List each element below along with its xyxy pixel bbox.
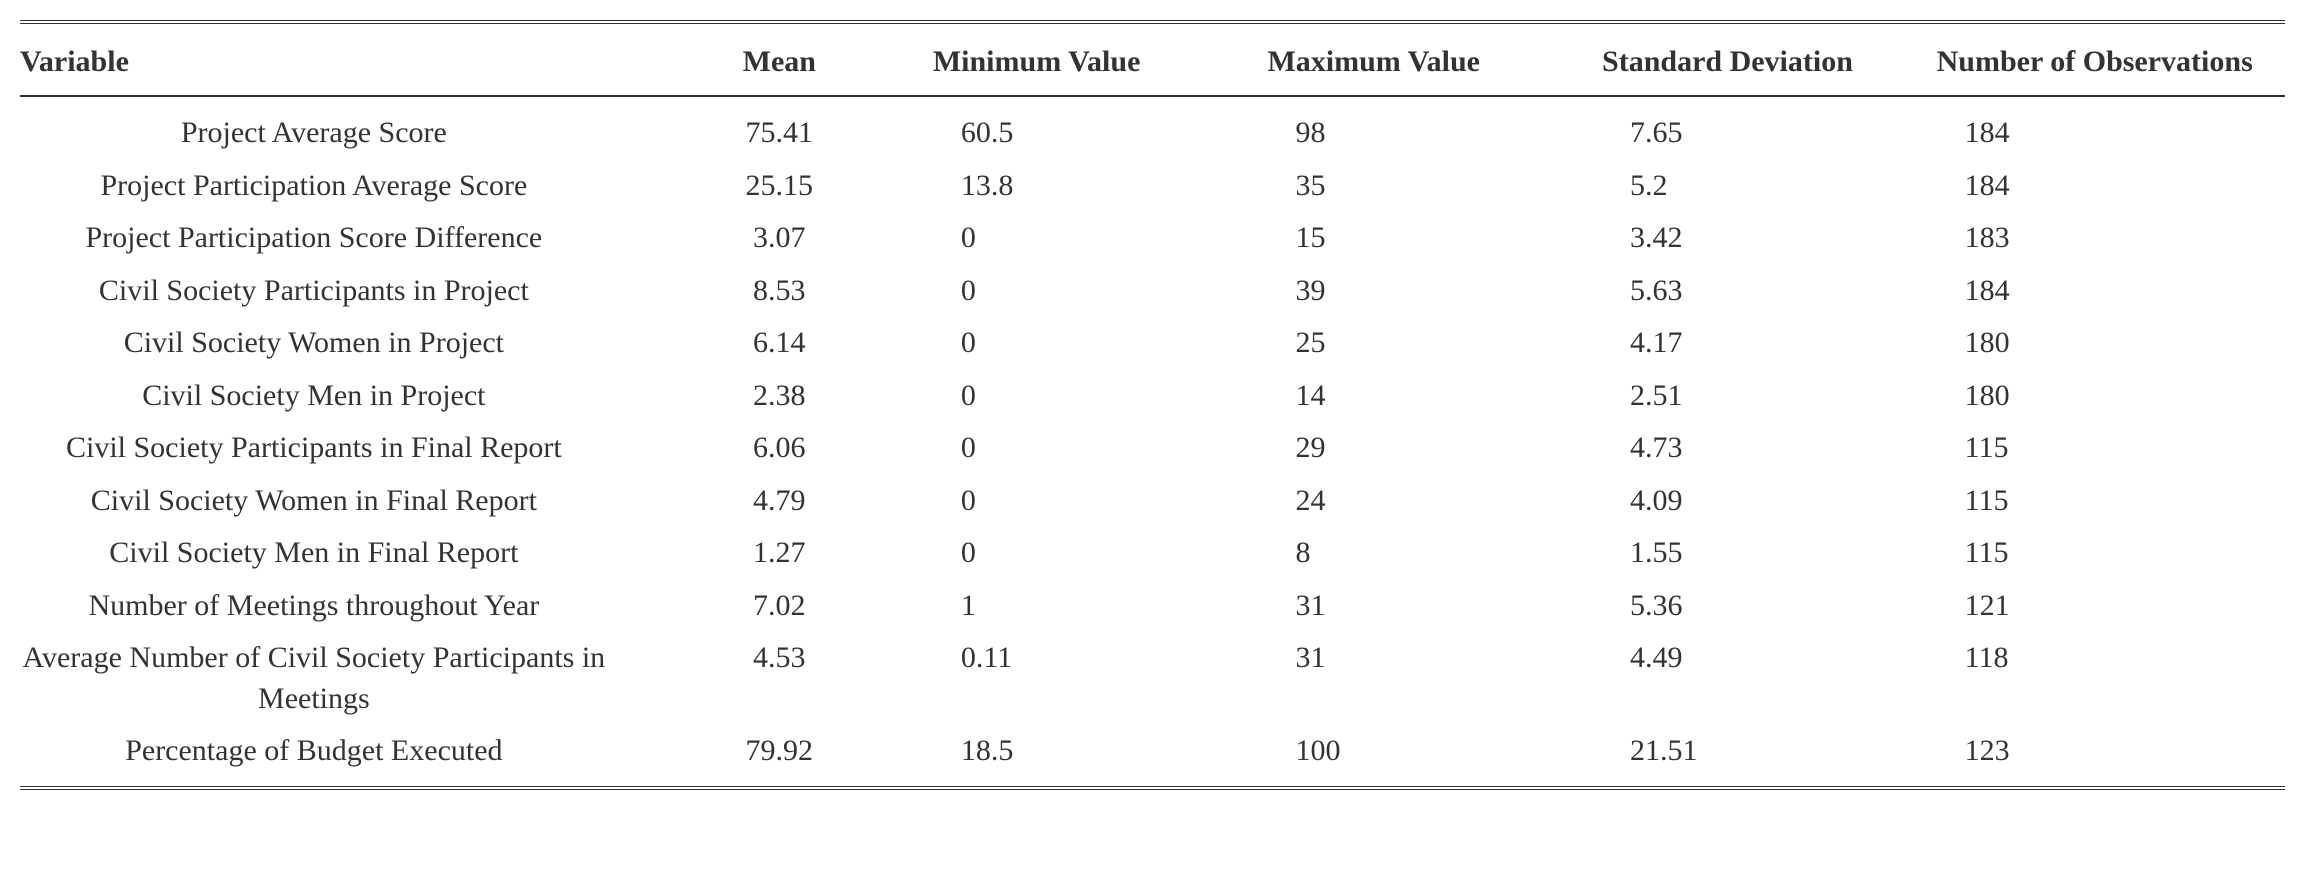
cell-std: 5.2: [1590, 160, 1925, 213]
cell-max: 35: [1255, 160, 1590, 213]
cell-min: 60.5: [921, 96, 1256, 160]
cell-max: 39: [1255, 265, 1590, 318]
cell-mean: 3.07: [638, 212, 921, 265]
cell-max: 29: [1255, 422, 1590, 475]
cell-max: 31: [1255, 580, 1590, 633]
cell-max: 100: [1255, 725, 1590, 788]
cell-obs: 183: [1925, 212, 2285, 265]
cell-std: 4.49: [1590, 632, 1925, 725]
table-row: Civil Society Men in Project 2.38 0 14 2…: [20, 370, 2285, 423]
column-header-std: Standard Deviation: [1590, 22, 1925, 96]
column-header-min: Minimum Value: [921, 22, 1256, 96]
cell-std: 21.51: [1590, 725, 1925, 788]
cell-min: 1: [921, 580, 1256, 633]
cell-variable: Project Participation Average Score: [20, 160, 638, 213]
cell-variable: Civil Society Men in Project: [20, 370, 638, 423]
table-row: Civil Society Participants in Project 8.…: [20, 265, 2285, 318]
cell-min: 0: [921, 370, 1256, 423]
cell-min: 0: [921, 422, 1256, 475]
cell-obs: 118: [1925, 632, 2285, 725]
column-header-obs: Number of Observations: [1925, 22, 2285, 96]
cell-min: 0: [921, 212, 1256, 265]
cell-min: 18.5: [921, 725, 1256, 788]
cell-variable: Number of Meetings throughout Year: [20, 580, 638, 633]
cell-max: 14: [1255, 370, 1590, 423]
table-row: Project Average Score 75.41 60.5 98 7.65…: [20, 96, 2285, 160]
cell-variable: Civil Society Women in Project: [20, 317, 638, 370]
table-row: Civil Society Women in Project 6.14 0 25…: [20, 317, 2285, 370]
table-body: Project Average Score 75.41 60.5 98 7.65…: [20, 96, 2285, 788]
cell-mean: 7.02: [638, 580, 921, 633]
cell-min: 0: [921, 265, 1256, 318]
table-header: Variable Mean Minimum Value Maximum Valu…: [20, 22, 2285, 96]
cell-variable: Civil Society Participants in Final Repo…: [20, 422, 638, 475]
cell-std: 5.63: [1590, 265, 1925, 318]
cell-variable: Project Participation Score Difference: [20, 212, 638, 265]
cell-std: 5.36: [1590, 580, 1925, 633]
cell-mean: 2.38: [638, 370, 921, 423]
table-row: Project Participation Average Score 25.1…: [20, 160, 2285, 213]
cell-variable: Project Average Score: [20, 96, 638, 160]
cell-obs: 180: [1925, 317, 2285, 370]
cell-obs: 184: [1925, 96, 2285, 160]
cell-max: 31: [1255, 632, 1590, 725]
cell-min: 0.11: [921, 632, 1256, 725]
statistics-table-container: Variable Mean Minimum Value Maximum Valu…: [20, 20, 2285, 790]
cell-max: 25: [1255, 317, 1590, 370]
cell-min: 0: [921, 475, 1256, 528]
table-row: Civil Society Women in Final Report 4.79…: [20, 475, 2285, 528]
cell-mean: 4.79: [638, 475, 921, 528]
cell-variable: Civil Society Participants in Project: [20, 265, 638, 318]
column-header-variable: Variable: [20, 22, 638, 96]
table-row: Percentage of Budget Executed 79.92 18.5…: [20, 725, 2285, 788]
cell-obs: 123: [1925, 725, 2285, 788]
cell-obs: 115: [1925, 422, 2285, 475]
cell-obs: 184: [1925, 265, 2285, 318]
cell-variable: Civil Society Men in Final Report: [20, 527, 638, 580]
cell-max: 24: [1255, 475, 1590, 528]
table-row: Project Participation Score Difference 3…: [20, 212, 2285, 265]
statistics-table: Variable Mean Minimum Value Maximum Valu…: [20, 20, 2285, 790]
cell-obs: 115: [1925, 527, 2285, 580]
table-header-row: Variable Mean Minimum Value Maximum Valu…: [20, 22, 2285, 96]
column-header-max: Maximum Value: [1255, 22, 1590, 96]
cell-mean: 1.27: [638, 527, 921, 580]
cell-obs: 121: [1925, 580, 2285, 633]
cell-mean: 79.92: [638, 725, 921, 788]
table-row: Civil Society Men in Final Report 1.27 0…: [20, 527, 2285, 580]
cell-variable: Civil Society Women in Final Report: [20, 475, 638, 528]
cell-mean: 8.53: [638, 265, 921, 318]
table-row: Average Number of Civil Society Particip…: [20, 632, 2285, 725]
cell-mean: 25.15: [638, 160, 921, 213]
cell-max: 8: [1255, 527, 1590, 580]
cell-mean: 75.41: [638, 96, 921, 160]
cell-max: 98: [1255, 96, 1590, 160]
cell-max: 15: [1255, 212, 1590, 265]
cell-mean: 6.06: [638, 422, 921, 475]
column-header-mean: Mean: [638, 22, 921, 96]
cell-min: 0: [921, 317, 1256, 370]
cell-variable: Percentage of Budget Executed: [20, 725, 638, 788]
cell-min: 0: [921, 527, 1256, 580]
cell-std: 2.51: [1590, 370, 1925, 423]
cell-std: 3.42: [1590, 212, 1925, 265]
cell-obs: 180: [1925, 370, 2285, 423]
cell-std: 4.17: [1590, 317, 1925, 370]
cell-min: 13.8: [921, 160, 1256, 213]
cell-std: 7.65: [1590, 96, 1925, 160]
table-row: Civil Society Participants in Final Repo…: [20, 422, 2285, 475]
cell-variable: Average Number of Civil Society Particip…: [20, 632, 638, 725]
cell-obs: 115: [1925, 475, 2285, 528]
cell-std: 4.09: [1590, 475, 1925, 528]
cell-std: 1.55: [1590, 527, 1925, 580]
cell-mean: 4.53: [638, 632, 921, 725]
cell-obs: 184: [1925, 160, 2285, 213]
cell-std: 4.73: [1590, 422, 1925, 475]
cell-mean: 6.14: [638, 317, 921, 370]
table-row: Number of Meetings throughout Year 7.02 …: [20, 580, 2285, 633]
